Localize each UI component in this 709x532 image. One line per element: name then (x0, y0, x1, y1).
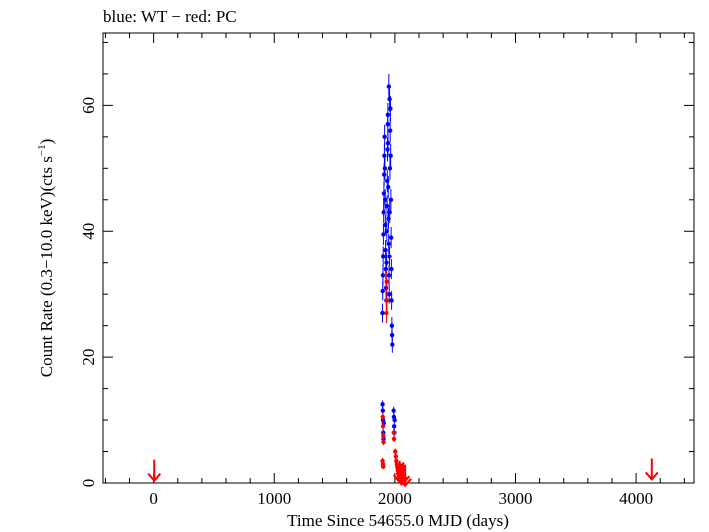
y-tick-label: 20 (79, 349, 98, 366)
data-point (380, 265, 386, 286)
data-point (391, 423, 397, 430)
data-point (380, 412, 386, 422)
data-point (381, 432, 386, 440)
x-tick-label: 1000 (257, 489, 291, 508)
data-point (384, 303, 389, 324)
upper-limit-arrow (147, 459, 162, 483)
data-point (388, 189, 394, 211)
x-tick-label: 4000 (619, 489, 653, 508)
x-axis-label: Time Since 54655.0 MJD (days) (287, 511, 509, 530)
y-tick-label: 0 (79, 479, 98, 488)
data-point (386, 175, 391, 199)
y-tick-label: 40 (79, 223, 98, 240)
data-point (381, 438, 386, 446)
data-point (393, 448, 398, 455)
data-point (381, 223, 386, 246)
data-point (380, 464, 386, 470)
data-point (387, 118, 393, 143)
x-tick-labels: 0 1000 2000 3000 4000 (149, 489, 653, 508)
x-tick-label: 3000 (498, 489, 532, 508)
x-tick-label: 2000 (378, 489, 412, 508)
upper-limit-arrow (398, 464, 412, 488)
axis-ticks (103, 33, 694, 484)
data-point (391, 428, 396, 437)
y-tick-labels: 0 20 40 60 (79, 97, 98, 487)
y-axis-label-sup: −1 (36, 144, 48, 156)
data-point (390, 336, 395, 353)
data-series (147, 73, 659, 488)
data-point (387, 284, 392, 304)
data-point (382, 156, 388, 180)
data-point (380, 246, 386, 267)
data-point (386, 265, 392, 286)
data-point (392, 416, 397, 424)
data-point (385, 131, 391, 156)
data-point (389, 258, 394, 280)
data-point (387, 201, 392, 224)
data-point (384, 220, 390, 242)
y-tick-label: 60 (79, 97, 98, 114)
upper-limit-arrow (645, 458, 659, 481)
data-point (382, 124, 387, 149)
data-point (391, 435, 397, 443)
data-point (386, 73, 392, 100)
data-point (380, 303, 385, 323)
y-axis-label-tail: ) (37, 139, 56, 145)
data-point (381, 201, 386, 224)
chart-title: blue: WT − red: PC (103, 7, 237, 26)
y-axis-label-main: Count Rate (0.3−10.0 keV)(cts s (37, 156, 56, 377)
data-point (384, 270, 389, 293)
plot-frame (102, 32, 695, 484)
data-point (387, 246, 392, 267)
data-point (389, 291, 394, 310)
data-point (386, 233, 391, 254)
data-point (385, 102, 391, 127)
y-axis-label: Count Rate (0.3−10.0 keV)(cts s−1) (36, 139, 56, 378)
x-tick-label: 0 (149, 489, 158, 508)
data-point (383, 240, 388, 261)
data-point (388, 143, 393, 168)
data-point (384, 252, 389, 273)
data-point (388, 226, 394, 249)
data-point (380, 422, 386, 431)
data-point (384, 195, 390, 217)
data-point (387, 86, 392, 112)
